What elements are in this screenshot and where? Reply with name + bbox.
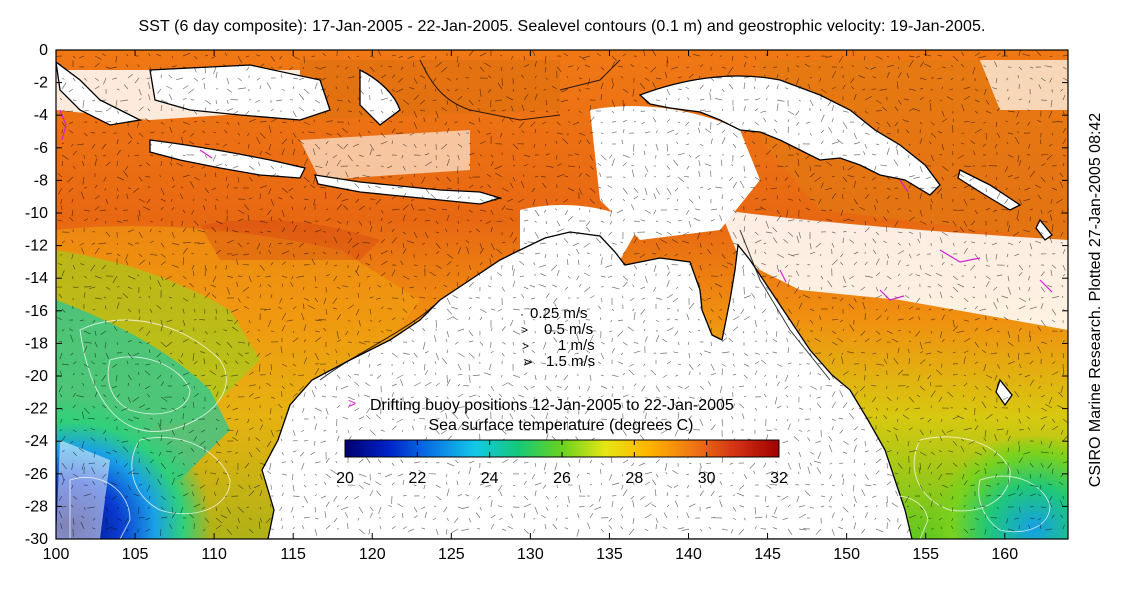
y-tick-label: -26 xyxy=(25,466,48,483)
velocity-legend-label: 0.25 m/s xyxy=(530,305,588,322)
colorbar-tick-label: 28 xyxy=(625,470,643,487)
y-tick-label: -12 xyxy=(25,238,48,255)
x-tick-label: 120 xyxy=(359,546,386,563)
y-tick-label: 0 xyxy=(39,42,48,59)
sealevel-contours xyxy=(69,319,1051,539)
plot-frame xyxy=(55,49,1069,540)
y-tick-label: -10 xyxy=(25,205,48,222)
buoy-legend-label: Drifting buoy positions 12-Jan-2005 to 2… xyxy=(370,397,734,414)
velocity-legend: · 0.25 m/s˃ 0.5 m/s > 1 m/s ⋗ 1.5 m/s xyxy=(520,305,595,370)
velocity-legend-arrow: ⋗ xyxy=(523,355,533,369)
y-tick-label: -22 xyxy=(25,401,48,418)
y-tick-label: -18 xyxy=(25,335,48,352)
velocity-legend-label: 0.5 m/s xyxy=(544,321,593,338)
y-tick-label: -6 xyxy=(34,140,48,157)
colorbar-tick-label: 20 xyxy=(336,470,354,487)
y-tick-label: -8 xyxy=(34,172,48,189)
x-tick-label: 150 xyxy=(833,546,860,563)
colorbar-tick-label: 22 xyxy=(408,470,426,487)
x-tick-label: 105 xyxy=(122,546,149,563)
buoy-legend: > Drifting buoy positions 12-Jan-2005 to… xyxy=(348,395,734,414)
y-axis-ticks: 0 -2 -4 -6 -8 -10 -12 -14 -16 -18 -20 -22 -24 -26 -28 -… xyxy=(25,42,1068,548)
land xyxy=(56,61,1053,539)
x-tick-label: 160 xyxy=(991,546,1018,563)
x-tick-label: 130 xyxy=(517,546,544,563)
x-tick-label: 140 xyxy=(675,546,702,563)
velocity-legend-arrow: ˃ xyxy=(521,323,528,337)
java-island xyxy=(149,139,306,179)
lesser-sunda-islands xyxy=(314,174,503,205)
x-tick-label: 155 xyxy=(912,546,939,563)
colorbar-label: Sea surface temperature (degrees C) xyxy=(428,417,693,434)
x-tick-label: 145 xyxy=(754,546,781,563)
colorbar-tick-label: 32 xyxy=(770,470,788,487)
y-tick-label: -24 xyxy=(25,433,48,450)
map-title: SST (6 day composite): 17-Jan-2005 - 22-… xyxy=(138,18,986,35)
x-tick-label: 135 xyxy=(596,546,623,563)
colorbar-tick-label: 24 xyxy=(481,470,499,487)
y-tick-label: -30 xyxy=(25,531,48,548)
velocity-legend-label: 1.5 m/s xyxy=(546,353,595,370)
velocity-legend-label: 1 m/s xyxy=(558,337,595,354)
buoy-marker-icon: > xyxy=(348,395,356,411)
y-tick-label: -20 xyxy=(25,368,48,385)
x-tick-label: 125 xyxy=(438,546,465,563)
geostrophic-velocity-field xyxy=(56,50,1068,537)
y-tick-label: -2 xyxy=(34,75,48,92)
y-tick-label: -4 xyxy=(34,107,48,124)
y-tick-label: -14 xyxy=(25,270,48,287)
velocity-legend-arrow: · xyxy=(520,307,524,321)
sst-colorbar: Sea surface temperature (degrees C) 20 22… xyxy=(336,417,788,487)
velocity-legend-arrow: > xyxy=(522,339,529,353)
drifting-buoy-tracks xyxy=(59,109,1053,301)
colorbar-tick-label: 26 xyxy=(553,470,571,487)
x-axis-ticks: 100 105 110 115 120 125 130 135 140 145 150 155 160 xyxy=(43,50,1018,563)
y-tick-label: -16 xyxy=(25,303,48,320)
x-tick-label: 115 xyxy=(280,546,306,563)
colorbar-tick-label: 30 xyxy=(698,470,716,487)
x-tick-label: 110 xyxy=(201,546,227,563)
sst-field xyxy=(56,50,1068,539)
x-tick-label: 100 xyxy=(43,546,70,563)
australia-landmass xyxy=(261,231,913,539)
y-tick-label: -28 xyxy=(25,498,48,515)
